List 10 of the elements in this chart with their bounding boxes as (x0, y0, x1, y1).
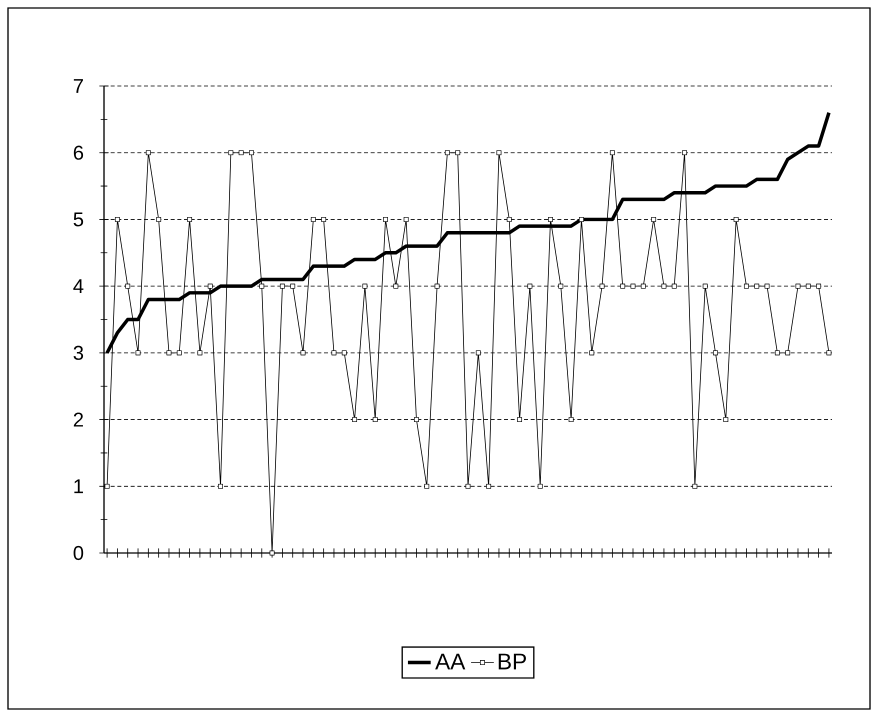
y-tick-label: 2 (74, 412, 83, 427)
y-tick-label: 3 (74, 346, 84, 360)
y-tick-label: 5 (74, 212, 84, 226)
y-tick-label: 1 (74, 479, 83, 494)
y-tick-label: 4 (73, 279, 84, 294)
legend-label: BP (498, 654, 526, 670)
y-tick-label: 7 (74, 79, 83, 93)
legend-label: AA (435, 654, 466, 670)
y-tick-label: 0 (74, 546, 84, 560)
y-tick-label: 6 (74, 146, 84, 160)
